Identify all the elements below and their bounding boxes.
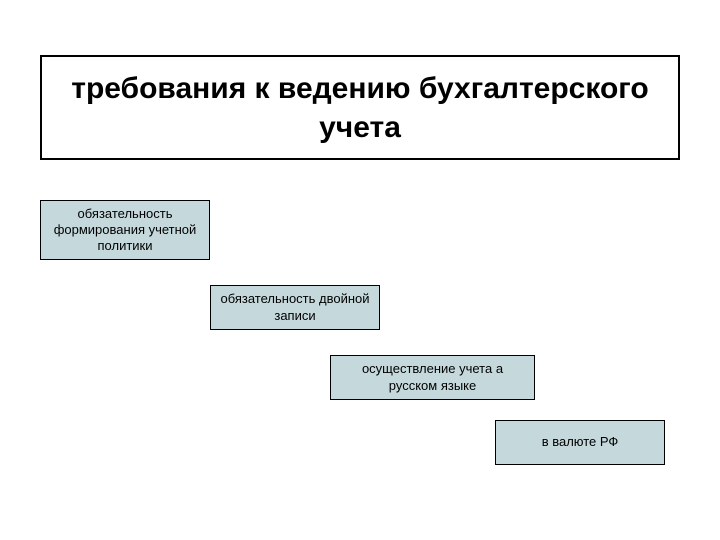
info-box-3: в валюте РФ [495, 420, 665, 465]
info-box-2: осуществление учета а русском языке [330, 355, 535, 400]
info-box-0-text: обязательность формирования учетной поли… [47, 206, 203, 255]
title-box: требования к ведению бухгалтерского учет… [40, 55, 680, 160]
info-box-0: обязательность формирования учетной поли… [40, 200, 210, 260]
info-box-1-text: обязательность двойной записи [217, 291, 373, 324]
info-box-2-text: осуществление учета а русском языке [337, 361, 528, 394]
info-box-1: обязательность двойной записи [210, 285, 380, 330]
title-text: требования к ведению бухгалтерского учет… [42, 69, 678, 147]
info-box-3-text: в валюте РФ [542, 434, 619, 450]
